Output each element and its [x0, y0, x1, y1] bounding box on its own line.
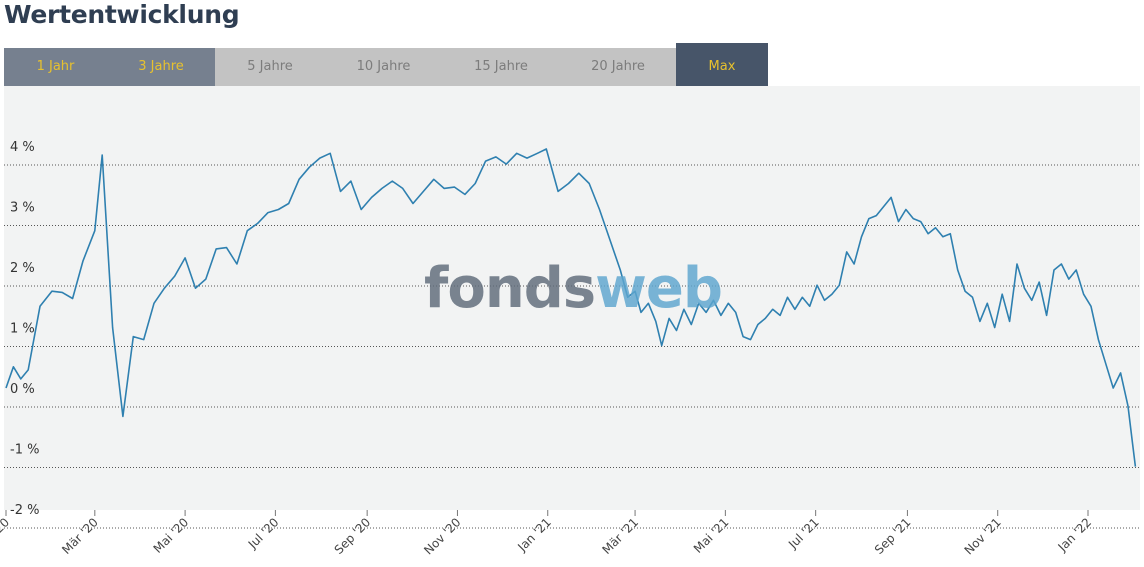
grid	[4, 164, 1140, 529]
x-tick-label: Sep '21	[872, 515, 914, 557]
x-tick-label: Nov '20	[421, 515, 463, 557]
x-tick-label: Jul '20	[245, 515, 282, 552]
tab-3-jahre[interactable]: 3 Jahre	[107, 48, 215, 86]
y-tick-label: -2 %	[10, 503, 39, 518]
x-tick-label: Mär '21	[599, 515, 641, 557]
performance-line	[5, 148, 1137, 467]
page-title: Wertentwicklung	[4, 0, 240, 29]
plot-area	[4, 86, 1140, 510]
y-axis: 4 % 3 % 2 % 1 % 0 % -1 % -2 %	[10, 140, 39, 518]
y-tick-label: 2 %	[10, 261, 35, 276]
y-tick-label: 3 %	[10, 201, 35, 216]
tab-1-jahr[interactable]: 1 Jahr	[4, 48, 107, 86]
x-tick-label: Sep '20	[332, 515, 374, 557]
x-tick-label: Jan '22	[1055, 515, 1095, 555]
y-tick-label: 4 %	[10, 140, 35, 155]
x-tick-label: Jan '21	[514, 515, 554, 555]
time-range-tabs: 1 Jahr 3 Jahre 5 Jahre 10 Jahre 15 Jahre…	[4, 43, 768, 86]
x-axis: Jan '20 Mär '20 Mai '20 Jul '20 Sep '20 Nov '…	[0, 510, 1094, 558]
x-tick-label: Jul '21	[785, 515, 822, 552]
x-tick-label: Mai '20	[151, 515, 192, 556]
y-tick-label: 0 %	[10, 382, 35, 397]
tab-10-jahre[interactable]: 10 Jahre	[325, 48, 442, 86]
x-tick-label: Jan '20	[0, 515, 12, 555]
performance-chart: 4 % 3 % 2 % 1 % 0 % -1 % -2 % Jan '20 Mär '20 Ma…	[0, 86, 1140, 558]
x-tick-label: Mai '21	[691, 515, 732, 556]
tab-15-jahre[interactable]: 15 Jahre	[442, 48, 560, 86]
tab-5-jahre[interactable]: 5 Jahre	[215, 48, 325, 86]
tab-20-jahre[interactable]: 20 Jahre	[560, 48, 676, 86]
fondsweb-watermark: fondsweb	[424, 256, 723, 321]
tab-max[interactable]: Max	[676, 43, 768, 86]
y-tick-label: 1 %	[10, 322, 35, 337]
x-tick-label: Mär '20	[59, 515, 101, 557]
y-tick-label: -1 %	[10, 443, 39, 458]
x-tick-label: Nov '21	[962, 515, 1004, 557]
